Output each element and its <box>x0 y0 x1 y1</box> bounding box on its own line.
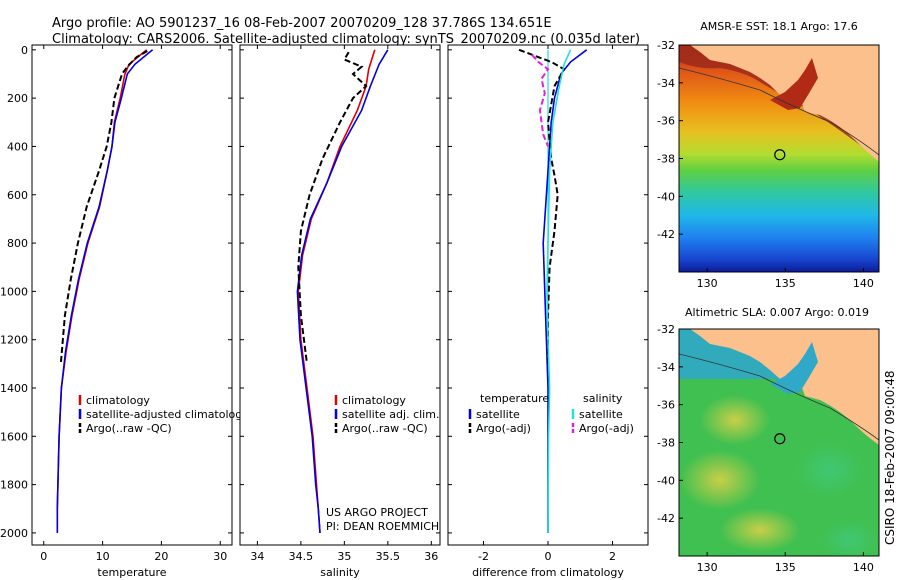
difference-series-temperature-argo-adj- <box>518 48 566 364</box>
temperature-xtick-label: 30 <box>213 550 227 563</box>
difference-legend-label: satellite <box>579 408 623 421</box>
depth-tick-label: 0 <box>21 44 28 57</box>
sla-map-ytick-label: -34 <box>657 361 675 374</box>
depth-tick-label: 1200 <box>0 334 28 347</box>
depth-tick-label: 2000 <box>0 527 28 540</box>
sla-map-ytick-label: -42 <box>657 512 675 525</box>
sla-map-title: Altimetric SLA: 0.007 Argo: 0.019 <box>685 306 869 319</box>
sst-map-axes: 130 135 140 -32 -34 -36 -38 -40 -42 <box>657 39 874 290</box>
depth-tick-label: 1400 <box>0 382 28 395</box>
depth-tick-label: 600 <box>7 189 28 202</box>
sla-anomaly-patch <box>700 395 770 445</box>
depth-tick-label: 1800 <box>0 479 28 492</box>
difference-legend-label: satellite <box>476 408 520 421</box>
salinity-legend-label: Argo(..raw -QC) <box>342 422 428 435</box>
sst-map-ytick-label: -40 <box>657 190 675 203</box>
sst-map-ytick-label: -32 <box>657 39 675 52</box>
salinity-xtick-label: 34 <box>250 550 264 563</box>
temperature-series-satellite-adjusted-climatology <box>56 49 154 533</box>
sla-map-axes: 130 135 140 -32 -34 -36 -38 -40 -42 <box>657 323 874 574</box>
sla-land <box>690 329 879 445</box>
difference-legend-label: Argo(-adj) <box>579 422 634 435</box>
salinity-xtick-label: 35 <box>337 550 351 563</box>
temperature-axes-frame <box>31 44 233 546</box>
sla-anomaly-patch <box>720 508 800 552</box>
sla-argo-marker <box>774 433 786 445</box>
sst-map-ytick-label: -36 <box>657 115 675 128</box>
sla-map-ytick-label: -38 <box>657 437 675 450</box>
sst-map-title: AMSR-E SST: 18.1 Argo: 17.6 <box>700 20 858 33</box>
difference-xlabel: difference from climatology <box>472 566 624 579</box>
sla-map <box>679 329 879 556</box>
sla-map-ytick-label: -36 <box>657 399 675 412</box>
difference-xtick-label: 2 <box>609 550 616 563</box>
sst-argo-marker <box>774 149 786 161</box>
temperature-panel: 0 10 20 30 0 200 400 600 800 1000 1200 1400 1600 1800… <box>0 44 249 579</box>
project-annotation: PI: DEAN ROEMMICH <box>326 520 439 533</box>
sla-map-ytick-label: -40 <box>657 474 675 487</box>
salinity-panel: 34 34.5 35 35.5 36 salinity climatologysatelli… <box>239 44 441 579</box>
difference-xtick-label: 0 <box>545 550 552 563</box>
sst-map <box>679 45 879 272</box>
difference-legend-heading: temperature <box>480 392 549 405</box>
depth-tick-label: 200 <box>7 92 28 105</box>
difference-xtick-label: -2 <box>478 550 489 563</box>
sst-land <box>690 45 879 162</box>
sst-map-ytick-label: -38 <box>657 153 675 166</box>
salinity-xtick-label: 34.5 <box>289 550 314 563</box>
temperature-legend-label: Argo(..raw -QC) <box>86 422 172 435</box>
depth-tick-label: 800 <box>7 237 28 250</box>
difference-panel: -2 0 2 difference from climatology temperatu… <box>447 44 649 579</box>
salinity-xtick-label: 36 <box>424 550 438 563</box>
salinity-axes-frame <box>239 44 441 546</box>
salinity-xtick-label: 35.5 <box>376 550 401 563</box>
salinity-legend-label: climatology <box>342 394 406 407</box>
sla-gulf <box>770 342 818 394</box>
temperature-xtick-label: 10 <box>96 550 110 563</box>
sla-anomaly-patch <box>795 442 865 498</box>
sst-map-ytick-label: -34 <box>657 77 675 90</box>
temperature-xlabel: temperature <box>97 566 166 579</box>
timestamp-label: CSIRO 18-Feb-2007 09:00:48 <box>883 370 897 545</box>
header-line1: Argo profile: AO 5901237_16 08-Feb-2007 … <box>52 16 552 31</box>
difference-series-salinity-satellite <box>546 49 572 533</box>
sla-anomaly-patch <box>680 450 760 510</box>
sst-map-ytick-label: -42 <box>657 228 675 241</box>
salinity-xlabel: salinity <box>320 566 360 579</box>
salinity-legend-label: satellite adj. clim. <box>342 408 439 421</box>
temperature-legend-label: satellite-adjusted climatology <box>86 408 249 421</box>
sla-map-xtick-label: 140 <box>853 561 874 574</box>
temperature-xtick-label: 0 <box>40 550 47 563</box>
depth-tick-label: 1000 <box>0 285 28 298</box>
salinity-series-argo-raw-qc- <box>297 51 368 364</box>
salinity-series-satellite-adj-clim- <box>296 49 389 533</box>
sla-map-xtick-label: 130 <box>697 561 718 574</box>
sla-shelf-contour <box>679 353 879 441</box>
temperature-xtick-label: 20 <box>154 550 168 563</box>
sst-map-xtick-label: 140 <box>853 277 874 290</box>
sla-map-xtick-label: 135 <box>775 561 796 574</box>
sla-map-ytick-label: -32 <box>657 323 675 336</box>
difference-series-salinity-argo-adj- <box>531 54 550 147</box>
sst-map-xtick-label: 135 <box>775 277 796 290</box>
project-annotation: US ARGO PROJECT <box>326 506 428 519</box>
sla-anomaly-patch <box>820 520 879 556</box>
depth-tick-label: 1600 <box>0 430 28 443</box>
sst-gulf <box>770 58 818 110</box>
difference-legend-label: Argo(-adj) <box>476 422 531 435</box>
difference-legend-heading: salinity <box>583 392 623 405</box>
depth-tick-label: 400 <box>7 140 28 153</box>
sst-map-xtick-label: 130 <box>697 277 718 290</box>
sst-shelf-contour <box>679 67 879 156</box>
temperature-series-argo-raw-qc- <box>59 50 148 364</box>
temperature-legend-label: climatology <box>86 394 150 407</box>
header-line2: Climatology: CARS2006. Satellite-adjuste… <box>52 32 640 47</box>
